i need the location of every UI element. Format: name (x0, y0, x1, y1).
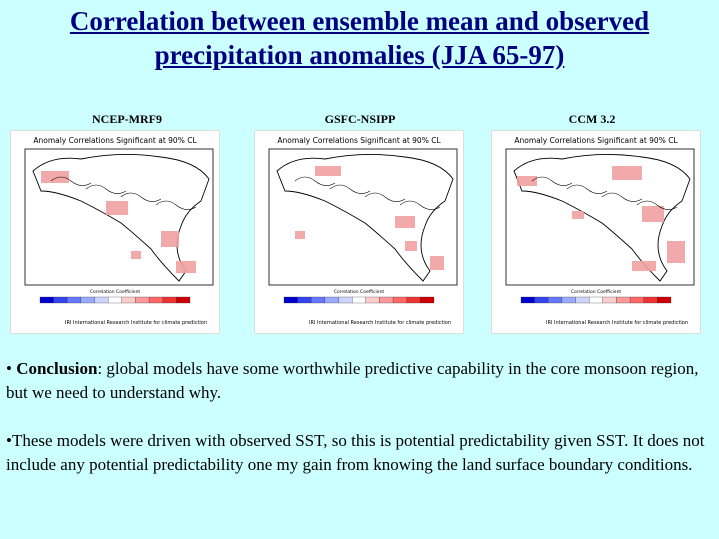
anomaly-region (430, 256, 444, 270)
iri-footer: IRI International Research Institute for… (309, 320, 451, 326)
bullet-marker: • (6, 359, 12, 378)
anomaly-region (667, 241, 685, 263)
bullet-bold-term: Conclusion (16, 359, 98, 378)
panel-label-3: CCM 3.2 (568, 112, 616, 126)
legend-caption: Correlation Coefficient (334, 289, 385, 295)
map-graphic: Anomaly Correlations Significant at 90% … (24, 136, 214, 326)
legend-caption: Correlation Coefficient (90, 289, 141, 295)
bullet-text: These models were driven with observed S… (6, 431, 705, 474)
bullet-marker: • (6, 431, 12, 450)
correlation-map-1: Anomaly Correlations Significant at 90% … (10, 130, 220, 334)
anomaly-region (572, 211, 584, 219)
correlation-map-2: Anomaly Correlations Significant at 90% … (254, 130, 464, 334)
anomaly-region (632, 261, 656, 271)
anomaly-region (131, 251, 141, 259)
anomaly-region (315, 166, 341, 176)
map-title: Anomaly Correlations Significant at 90% … (277, 136, 441, 145)
bullet-sst: •These models were driven with observed … (6, 429, 706, 477)
bullet-text: : global models have some worthwhile pre… (6, 359, 699, 402)
anomaly-region (405, 241, 417, 251)
anomaly-region (295, 231, 305, 239)
anomaly-region (41, 171, 69, 183)
anomaly-region (106, 201, 128, 215)
title-line-2: precipitation anomalies (JJA 65-97) (154, 40, 565, 70)
anomaly-region (176, 261, 196, 273)
panel-label-1: NCEP-MRF9 (92, 112, 162, 126)
anomaly-region (612, 166, 642, 180)
map-title: Anomaly Correlations Significant at 90% … (514, 136, 678, 145)
map-graphic: Anomaly Correlations Significant at 90% … (505, 136, 695, 326)
title-line-1: Correlation between ensemble mean and ob… (69, 6, 650, 36)
slide-title: Correlation between ensemble mean and ob… (0, 4, 719, 72)
map-graphic: Anomaly Correlations Significant at 90% … (268, 136, 458, 326)
panel-label-2: GSFC-NSIPP (324, 112, 396, 126)
anomaly-region (161, 231, 179, 247)
legend-caption: Correlation Coefficient (571, 289, 622, 295)
map-title: Anomaly Correlations Significant at 90% … (33, 136, 197, 145)
anomaly-region (517, 176, 537, 186)
iri-footer: IRI International Research Institute for… (65, 320, 207, 326)
iri-footer: IRI International Research Institute for… (546, 320, 688, 326)
anomaly-region (642, 206, 664, 222)
anomaly-region (395, 216, 415, 228)
correlation-map-3: Anomaly Correlations Significant at 90% … (491, 130, 701, 334)
bullet-conclusion: • Conclusion: global models have some wo… (6, 357, 706, 405)
